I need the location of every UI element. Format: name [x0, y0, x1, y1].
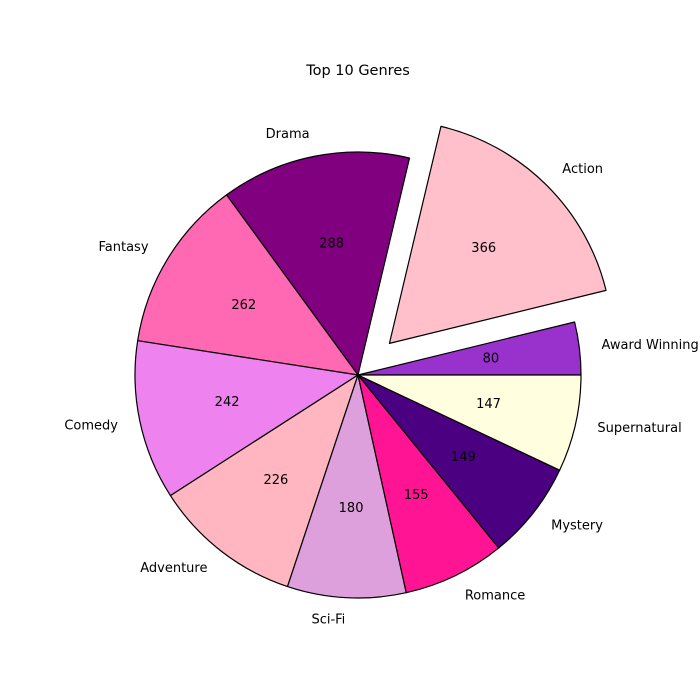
value-label-comedy: 242: [215, 395, 240, 410]
value-label-romance: 155: [404, 488, 429, 503]
slice-label-romance: Romance: [465, 588, 525, 603]
pie-labels: Award Winning 80 Action 366 Drama 288 Fantasy 2…: [64, 127, 698, 627]
slice-label-sci-fi: Sci-Fi: [311, 612, 345, 627]
value-label-drama: 288: [319, 236, 344, 251]
value-label-sci-fi: 180: [339, 501, 364, 516]
value-label-adventure: 226: [263, 473, 288, 488]
slice-label-supernatural: Supernatural: [597, 421, 681, 436]
pie-slice-adventure: [169, 374, 359, 588]
slice-label-adventure: Adventure: [140, 561, 207, 576]
chart-title: Top 10 Genres: [305, 63, 410, 79]
value-label-fantasy: 262: [231, 298, 256, 313]
slice-label-fantasy: Fantasy: [99, 240, 149, 255]
pie-slices: [134, 125, 607, 599]
slice-label-award-winning: Award Winning: [602, 338, 699, 353]
value-label-mystery: 149: [451, 450, 476, 465]
pie-slice-supernatural: [357, 374, 582, 471]
pie-slice-romance: [357, 374, 500, 594]
pie-slice-mystery: [357, 374, 561, 549]
slice-label-comedy: Comedy: [64, 418, 118, 433]
value-label-action: 366: [471, 241, 496, 256]
pie-slice-comedy: [134, 340, 359, 497]
pie-slice-drama: [225, 151, 411, 376]
pie-slice-sci-fi: [286, 374, 407, 599]
value-label-award-winning: 80: [483, 351, 500, 366]
slice-label-mystery: Mystery: [551, 519, 603, 534]
value-label-supernatural: 147: [476, 397, 501, 412]
pie-slice-action: [388, 125, 607, 344]
slice-label-action: Action: [562, 162, 603, 177]
slice-label-drama: Drama: [266, 127, 310, 142]
pie-slice-award-winning: [357, 321, 582, 376]
pie-slice-fantasy: [137, 194, 359, 376]
